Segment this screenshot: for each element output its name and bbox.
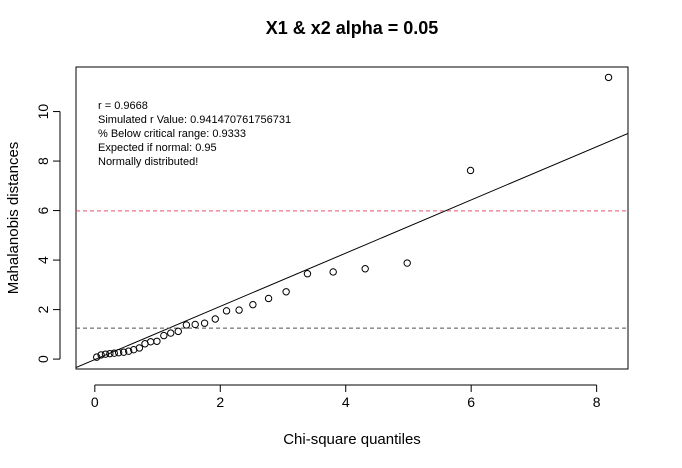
- data-point: [249, 300, 257, 309]
- x-tick-label: 4: [342, 394, 350, 410]
- data-point: [466, 166, 475, 175]
- data-point: [110, 349, 118, 357]
- data-point: [604, 73, 613, 82]
- data-point: [146, 338, 155, 346]
- y-tick-label: 4: [35, 256, 51, 264]
- plot-area-frame: [75, 66, 629, 370]
- data-point: [135, 344, 144, 352]
- data-point: [114, 348, 123, 357]
- data-point: [167, 329, 175, 337]
- data-point: [124, 347, 133, 355]
- y-tick-label: 6: [35, 206, 51, 214]
- x-tick-label: 2: [216, 394, 224, 410]
- data-point: [93, 353, 101, 361]
- data-point: [160, 331, 168, 340]
- y-tick-label: 0: [35, 355, 51, 363]
- data-point: [174, 327, 182, 336]
- data-point: [191, 320, 199, 329]
- chart-title: X1 & x2 alpha = 0.05: [266, 18, 439, 38]
- y-axis-label: Mahalanobis distances: [5, 142, 22, 295]
- data-point: [211, 315, 219, 323]
- data-point: [329, 268, 337, 276]
- data-point: [182, 321, 191, 329]
- y-tick-label: 8: [35, 157, 51, 165]
- x-tick-label: 0: [91, 394, 99, 410]
- fit-line: [76, 132, 628, 369]
- data-point: [153, 337, 161, 345]
- data-point: [106, 349, 114, 358]
- data-point: [264, 294, 273, 303]
- data-point: [101, 350, 110, 358]
- annotation-line: r = 0.9668: [98, 100, 148, 112]
- y-tick-label: 2: [35, 305, 51, 313]
- data-point: [282, 288, 290, 296]
- x-tick-label: 6: [467, 394, 475, 410]
- annotation-line: Expected if normal: 0.95: [98, 142, 217, 154]
- data-point: [200, 319, 209, 327]
- annotation-line: Simulated r Value: 0.941470761756731: [98, 114, 291, 126]
- data-point: [97, 351, 105, 359]
- data-point: [222, 307, 231, 315]
- x-axis-label: Chi-square quantiles: [283, 431, 421, 448]
- annotation-line: % Below critical range: 0.9333: [98, 128, 246, 140]
- x-tick-label: 8: [593, 394, 601, 410]
- data-point: [303, 269, 312, 278]
- plot-layer: 0 2 4 6 8 0 2 4 6 8 10 r = 0.9668 Simulated r Value:…: [35, 73, 628, 410]
- data-point: [119, 348, 128, 356]
- data-point: [361, 265, 369, 273]
- data-point: [235, 306, 243, 314]
- annotation-line: Normally distributed!: [98, 156, 198, 168]
- data-point: [403, 259, 411, 267]
- y-tick-label: 10: [35, 104, 51, 120]
